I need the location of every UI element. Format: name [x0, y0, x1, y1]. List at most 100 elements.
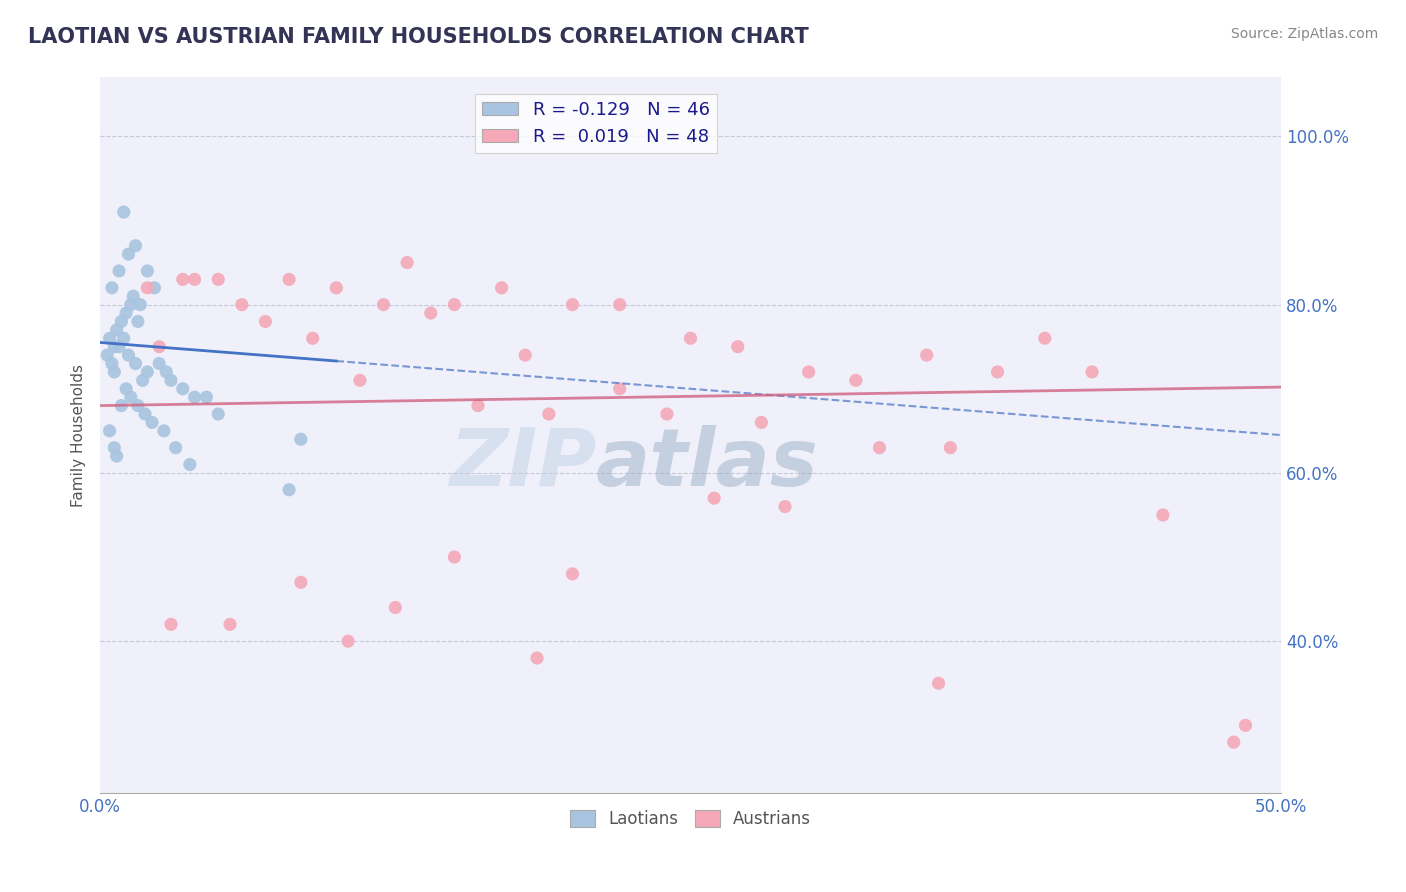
Point	[98, 331, 121, 345]
Point	[337, 634, 360, 648]
Point	[467, 399, 489, 413]
Point	[290, 432, 312, 446]
Point	[103, 340, 125, 354]
Point	[183, 390, 205, 404]
Point	[160, 373, 183, 387]
Point	[491, 281, 513, 295]
Point	[115, 306, 138, 320]
Point	[117, 247, 139, 261]
Point	[869, 441, 891, 455]
Point	[655, 407, 678, 421]
Point	[101, 357, 124, 371]
Point	[108, 264, 131, 278]
Point	[703, 491, 725, 505]
Point	[124, 238, 146, 252]
Point	[609, 298, 631, 312]
Point	[148, 357, 170, 371]
Point	[115, 382, 138, 396]
Point	[105, 449, 128, 463]
Point	[987, 365, 1010, 379]
Point	[103, 441, 125, 455]
Point	[153, 424, 176, 438]
Point	[419, 306, 441, 320]
Point	[325, 281, 347, 295]
Point	[1033, 331, 1056, 345]
Point	[1152, 508, 1174, 522]
Point	[290, 575, 312, 590]
Point	[1222, 735, 1244, 749]
Point	[231, 298, 253, 312]
Point	[443, 298, 465, 312]
Point	[136, 365, 159, 379]
Point	[278, 272, 301, 286]
Point	[396, 255, 419, 269]
Point	[207, 272, 229, 286]
Point	[120, 390, 142, 404]
Point	[751, 416, 773, 430]
Point	[515, 348, 537, 362]
Text: LAOTIAN VS AUSTRIAN FAMILY HOUSEHOLDS CORRELATION CHART: LAOTIAN VS AUSTRIAN FAMILY HOUSEHOLDS CO…	[28, 27, 808, 46]
Point	[136, 281, 159, 295]
Point	[384, 600, 406, 615]
Point	[845, 373, 868, 387]
Point	[179, 458, 201, 472]
Point	[561, 566, 583, 581]
Point	[103, 365, 125, 379]
Point	[122, 289, 145, 303]
Point	[141, 416, 163, 430]
Point	[165, 441, 187, 455]
Point	[110, 399, 132, 413]
Point	[373, 298, 395, 312]
Point	[526, 651, 548, 665]
Point	[110, 314, 132, 328]
Point	[773, 500, 796, 514]
Point	[127, 314, 149, 328]
Point	[915, 348, 938, 362]
Point	[105, 323, 128, 337]
Point	[172, 272, 194, 286]
Legend: Laotians, Austrians: Laotians, Austrians	[564, 803, 818, 834]
Point	[797, 365, 820, 379]
Point	[301, 331, 323, 345]
Point	[195, 390, 218, 404]
Point	[96, 348, 118, 362]
Point	[127, 399, 149, 413]
Point	[101, 281, 124, 295]
Point	[928, 676, 950, 690]
Point	[98, 424, 121, 438]
Point	[349, 373, 371, 387]
Text: Source: ZipAtlas.com: Source: ZipAtlas.com	[1230, 27, 1378, 41]
Point	[172, 382, 194, 396]
Point	[108, 340, 131, 354]
Point	[112, 205, 135, 219]
Point	[129, 298, 152, 312]
Point	[124, 357, 146, 371]
Text: atlas: atlas	[596, 425, 818, 503]
Point	[155, 365, 177, 379]
Point	[148, 340, 170, 354]
Point	[117, 348, 139, 362]
Point	[219, 617, 242, 632]
Point	[537, 407, 560, 421]
Point	[1081, 365, 1104, 379]
Point	[136, 264, 159, 278]
Point	[134, 407, 156, 421]
Point	[443, 550, 465, 565]
Point	[160, 617, 183, 632]
Point	[254, 314, 277, 328]
Point	[112, 331, 135, 345]
Text: ZIP: ZIP	[449, 425, 596, 503]
Point	[727, 340, 749, 354]
Point	[609, 382, 631, 396]
Point	[561, 298, 583, 312]
Point	[278, 483, 301, 497]
Y-axis label: Family Households: Family Households	[72, 364, 86, 507]
Point	[183, 272, 205, 286]
Point	[939, 441, 962, 455]
Point	[207, 407, 229, 421]
Point	[679, 331, 702, 345]
Point	[1234, 718, 1257, 732]
Point	[143, 281, 166, 295]
Point	[131, 373, 153, 387]
Point	[120, 298, 142, 312]
